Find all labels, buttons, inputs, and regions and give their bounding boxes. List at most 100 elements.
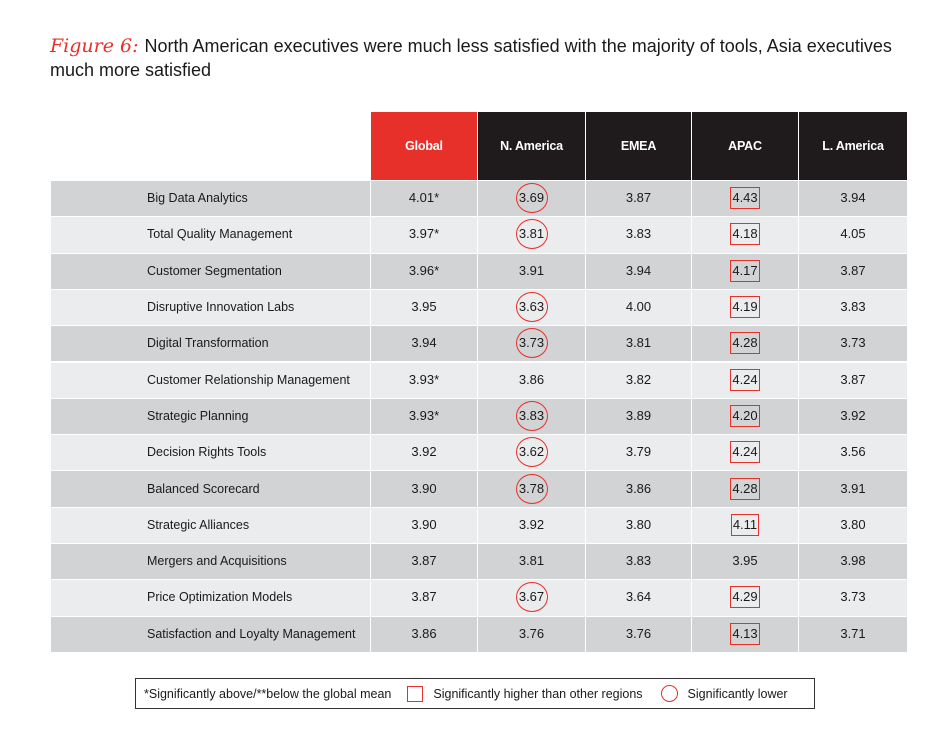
cell-value: 4.11: [730, 513, 760, 536]
table-cell: 3.92: [371, 434, 477, 470]
table-row: Price Optimization Models 3.87 3.67 3.64 4.2…: [51, 579, 907, 616]
figure-label: Figure 6:: [50, 35, 139, 57]
cell-value: 3.76: [518, 625, 545, 641]
table-cell: 3.80: [586, 507, 691, 543]
column-divider: [691, 180, 692, 652]
table-row: Decision Rights Tools 3.92 3.62 3.79 4.24 3.5…: [51, 434, 907, 471]
table-cell: 4.00: [586, 289, 691, 325]
cell-value: 3.92: [411, 444, 437, 460]
row-label: Balanced Scorecard: [147, 481, 260, 496]
row-separator: [51, 506, 907, 508]
cell-value: 3.83: [625, 553, 652, 569]
row-separator: [51, 470, 907, 472]
cell-value: 4.29: [730, 586, 760, 609]
table-cell: 3.81: [478, 543, 585, 579]
cell-value: 4.24: [730, 441, 760, 464]
table-cell: 3.86: [478, 362, 585, 398]
cell-value: 3.76: [625, 625, 652, 641]
table-cell-significantly-lower: 3.81: [478, 216, 585, 252]
legend: *Significantly above/**below the global …: [135, 678, 815, 709]
table-cell: 3.89: [586, 398, 691, 434]
table-cell: 3.86: [371, 616, 477, 652]
cell-value: 3.71: [840, 625, 866, 641]
table-cell: 3.90: [371, 507, 477, 543]
cell-value: 3.93*: [408, 371, 440, 387]
table-cell: 3.94: [799, 180, 907, 216]
cell-value: 3.62: [515, 437, 548, 468]
cell-value: 3.81: [518, 553, 545, 569]
cell-value: 3.80: [840, 516, 866, 532]
row-separator: [51, 397, 907, 399]
table-cell: 4.05: [799, 216, 907, 252]
table-cell-significantly-higher: 4.20: [692, 398, 798, 434]
cell-value: 3.64: [625, 589, 652, 605]
cell-value: 3.91: [518, 262, 545, 278]
row-separator: [51, 252, 907, 254]
table-cell: 3.83: [586, 216, 691, 252]
table-cell: 3.90: [371, 470, 477, 506]
cell-value: 3.95: [732, 553, 758, 569]
cell-value: 3.94: [625, 262, 652, 278]
row-separator: [51, 579, 907, 581]
cell-value: 3.87: [411, 589, 437, 605]
cell-value: 3.86: [411, 625, 437, 641]
row-label: Big Data Analytics: [147, 191, 248, 206]
table-row: Total Quality Management 3.97* 3.81 3.83 4.1…: [51, 216, 907, 253]
cell-value: 3.86: [625, 480, 652, 496]
column-divider: [370, 180, 371, 652]
table-cell: 3.94: [586, 253, 691, 289]
legend-circle-marker: [660, 685, 678, 702]
table-cell: 3.92: [799, 398, 907, 434]
table-cell: 3.98: [799, 543, 907, 579]
cell-value: 3.81: [515, 219, 548, 250]
table-cell-significantly-lower: 3.62: [478, 434, 585, 470]
table-cell: 3.93*: [371, 398, 477, 434]
table-row: Customer Relationship Management 3.93* 3.8…: [51, 361, 907, 398]
cell-value: 3.92: [840, 407, 866, 423]
table-cell-significantly-lower: 3.78: [478, 470, 585, 506]
table-cell: 3.81: [586, 325, 691, 361]
figure-title: Figure 6: North American executives were …: [50, 34, 920, 82]
row-separator: [51, 216, 907, 218]
table-cell: 3.64: [586, 579, 691, 615]
legend-box-label: Significantly higher than other regions: [433, 686, 643, 701]
row-label: Total Quality Management: [147, 227, 293, 242]
table-cell-significantly-lower: 3.73: [478, 325, 585, 361]
table-cell: 3.93*: [371, 362, 477, 398]
row-label: Customer Segmentation: [147, 263, 282, 278]
table-cell: 3.94: [371, 325, 477, 361]
table-cell-significantly-higher: 4.28: [692, 470, 798, 506]
column-header-apac: APAC: [692, 112, 798, 180]
table-cell-significantly-higher: 4.11: [692, 507, 798, 543]
table-cell: 3.76: [586, 616, 691, 652]
cell-value: 4.28: [730, 332, 760, 355]
cell-value: 3.82: [625, 371, 652, 387]
cell-value: 4.13: [730, 622, 760, 645]
cell-value: 3.98: [840, 553, 866, 569]
table-cell: 3.91: [478, 253, 585, 289]
cell-value: 3.73: [840, 589, 866, 605]
row-separator: [51, 325, 907, 327]
table-cell: 3.83: [586, 543, 691, 579]
table-row: Digital Transformation 3.94 3.73 3.81 4.28 3.…: [51, 325, 907, 362]
table-row: Balanced Scorecard 3.90 3.78 3.86 4.28 3.91: [51, 470, 907, 507]
row-separator: [51, 288, 907, 290]
cell-value: 3.87: [840, 371, 866, 387]
table-cell: 3.73: [799, 325, 907, 361]
cell-value: 3.87: [411, 553, 437, 569]
table-row: Mergers and Acquisitions 3.87 3.81 3.83 3.95…: [51, 543, 907, 580]
cell-value: 3.56: [840, 444, 866, 460]
row-label: Customer Relationship Management: [147, 372, 350, 387]
cell-value: 3.69: [515, 183, 548, 214]
cell-value: 3.83: [625, 226, 652, 242]
cell-value: 3.87: [840, 262, 866, 278]
table-cell: 3.83: [799, 289, 907, 325]
cell-value: 3.93*: [408, 407, 440, 423]
table-cell-significantly-higher: 4.24: [692, 434, 798, 470]
row-label: Satisfaction and Loyalty Management: [147, 626, 356, 641]
table-cell: 3.91: [799, 470, 907, 506]
row-label: Digital Transformation: [147, 336, 269, 351]
row-separator: [51, 543, 907, 544]
table-cell: 3.80: [799, 507, 907, 543]
cell-value: 3.79: [625, 444, 652, 460]
